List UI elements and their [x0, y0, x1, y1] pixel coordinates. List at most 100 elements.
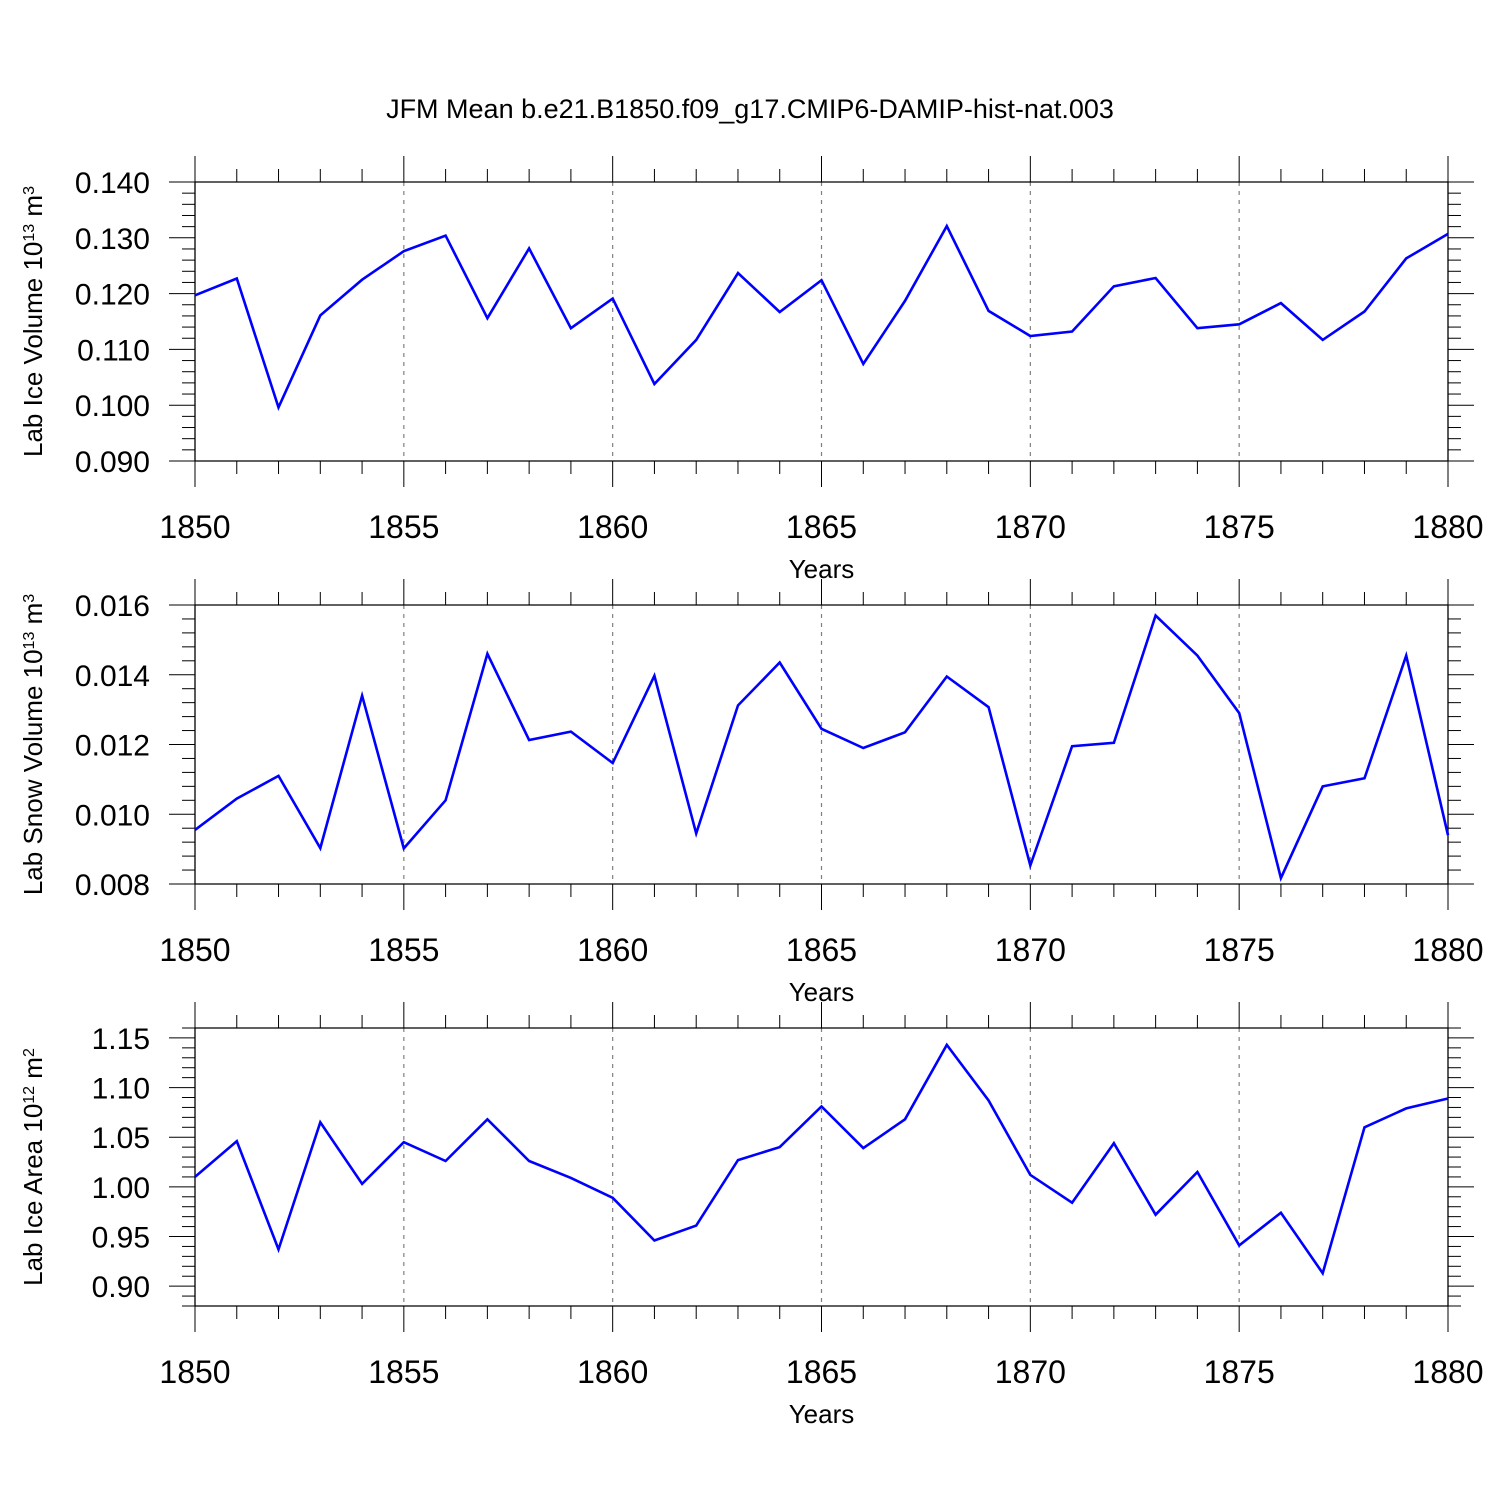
data-point	[1154, 613, 1158, 617]
data-point	[1195, 326, 1199, 330]
x-tick-label: 1870	[995, 1354, 1066, 1390]
data-point	[1237, 711, 1241, 715]
data-point	[778, 310, 782, 314]
y-tick-label: 0.110	[77, 334, 150, 367]
data-point	[277, 1247, 281, 1251]
y-tick-label: 0.100	[75, 390, 150, 423]
y-tick-label: 0.90	[92, 1271, 150, 1304]
data-point	[1446, 232, 1450, 236]
data-point	[903, 299, 907, 303]
data-point	[987, 1098, 991, 1102]
data-point	[360, 1182, 364, 1186]
data-point	[1195, 654, 1199, 658]
data-point	[569, 730, 573, 734]
data-point	[652, 1238, 656, 1242]
data-point	[652, 382, 656, 386]
x-tick-label: 1855	[368, 1354, 439, 1390]
y-axis-label: Lab Ice Volume 1013 m3	[18, 186, 48, 457]
y-tick-label: 0.130	[75, 223, 150, 256]
data-point	[1154, 276, 1158, 280]
data-point	[1028, 334, 1032, 338]
data-point	[820, 278, 824, 282]
x-tick-label: 1880	[1412, 1354, 1483, 1390]
x-tick-label: 1850	[159, 1354, 230, 1390]
data-point	[820, 727, 824, 731]
y-tick-label: 1.15	[92, 1023, 150, 1056]
data-point	[611, 297, 615, 301]
data-point	[694, 1224, 698, 1228]
data-point	[903, 730, 907, 734]
data-point	[193, 293, 197, 297]
data-point	[987, 705, 991, 709]
x-tick-label: 1860	[577, 509, 648, 545]
x-tick-label: 1875	[1204, 1354, 1275, 1390]
data-point	[778, 661, 782, 665]
data-point	[444, 798, 448, 802]
data-point	[485, 1117, 489, 1121]
data-point	[1237, 322, 1241, 326]
x-tick-label: 1880	[1412, 509, 1483, 545]
data-point	[193, 1175, 197, 1179]
x-tick-label: 1865	[786, 1354, 857, 1390]
data-point	[1112, 741, 1116, 745]
data-point	[1195, 1170, 1199, 1174]
data-point	[1279, 876, 1283, 880]
data-point	[820, 1104, 824, 1108]
x-tick-label: 1880	[1412, 932, 1483, 968]
y-tick-label: 0.120	[75, 279, 150, 312]
data-point	[527, 246, 531, 250]
data-point	[1446, 833, 1450, 837]
data-point	[235, 797, 239, 801]
data-point	[1112, 284, 1116, 288]
data-point	[1362, 309, 1366, 313]
y-tick-label: 1.05	[92, 1122, 150, 1155]
data-point	[1446, 1096, 1450, 1100]
y-tick-label: 0.016	[75, 590, 150, 623]
data-point	[945, 674, 949, 678]
data-point	[1321, 1271, 1325, 1275]
y-tick-label: 0.012	[75, 730, 150, 763]
data-point	[1279, 301, 1283, 305]
data-point	[694, 338, 698, 342]
data-point	[861, 362, 865, 366]
data-point	[569, 1176, 573, 1180]
data-point	[1028, 864, 1032, 868]
data-point	[360, 278, 364, 282]
panel-2: 1850 1855 1860 1865 1870 1875 1880Years0.0080.…	[18, 579, 1484, 1007]
x-tick-label: 1875	[1204, 509, 1275, 545]
data-point	[945, 224, 949, 228]
data-point	[318, 846, 322, 850]
x-tick-label: 1850	[159, 509, 230, 545]
data-point	[318, 1120, 322, 1124]
y-tick-label: 0.010	[75, 799, 150, 832]
data-point	[1404, 256, 1408, 260]
data-point	[569, 326, 573, 330]
data-point	[736, 271, 740, 275]
panel-1: 1850 1855 1860 1865 1870 1875 1880Years0.0900.…	[18, 156, 1484, 584]
x-tick-label: 1850	[159, 932, 230, 968]
data-point	[1112, 1141, 1116, 1145]
data-point	[1362, 776, 1366, 780]
data-point	[1154, 1213, 1158, 1217]
data-point	[736, 703, 740, 707]
data-point	[527, 738, 531, 742]
data-point	[1237, 1243, 1241, 1247]
data-point	[945, 1043, 949, 1047]
x-tick-label: 1860	[577, 932, 648, 968]
data-point	[1404, 1106, 1408, 1110]
data-point	[1321, 784, 1325, 788]
data-point	[402, 249, 406, 253]
y-tick-label: 1.10	[92, 1073, 150, 1106]
y-tick-label: 1.00	[92, 1172, 150, 1205]
x-tick-label: 1870	[995, 509, 1066, 545]
data-point	[193, 828, 197, 832]
y-axis-label: Lab Ice Area 1012 m2	[18, 1048, 48, 1286]
panels: 1850 1855 1860 1865 1870 1875 1880 Years 0.090 0.…	[18, 156, 1484, 1429]
series-line	[194, 223, 1449, 411]
data-point	[402, 846, 406, 850]
data-point	[987, 309, 991, 313]
data-point	[485, 652, 489, 656]
y-tick-label: 0.95	[92, 1222, 150, 1255]
chart-title: JFM Mean b.e21.B1850.f09_g17.CMIP6-DAMIP…	[386, 94, 1114, 124]
x-tick-label: 1875	[1204, 932, 1275, 968]
